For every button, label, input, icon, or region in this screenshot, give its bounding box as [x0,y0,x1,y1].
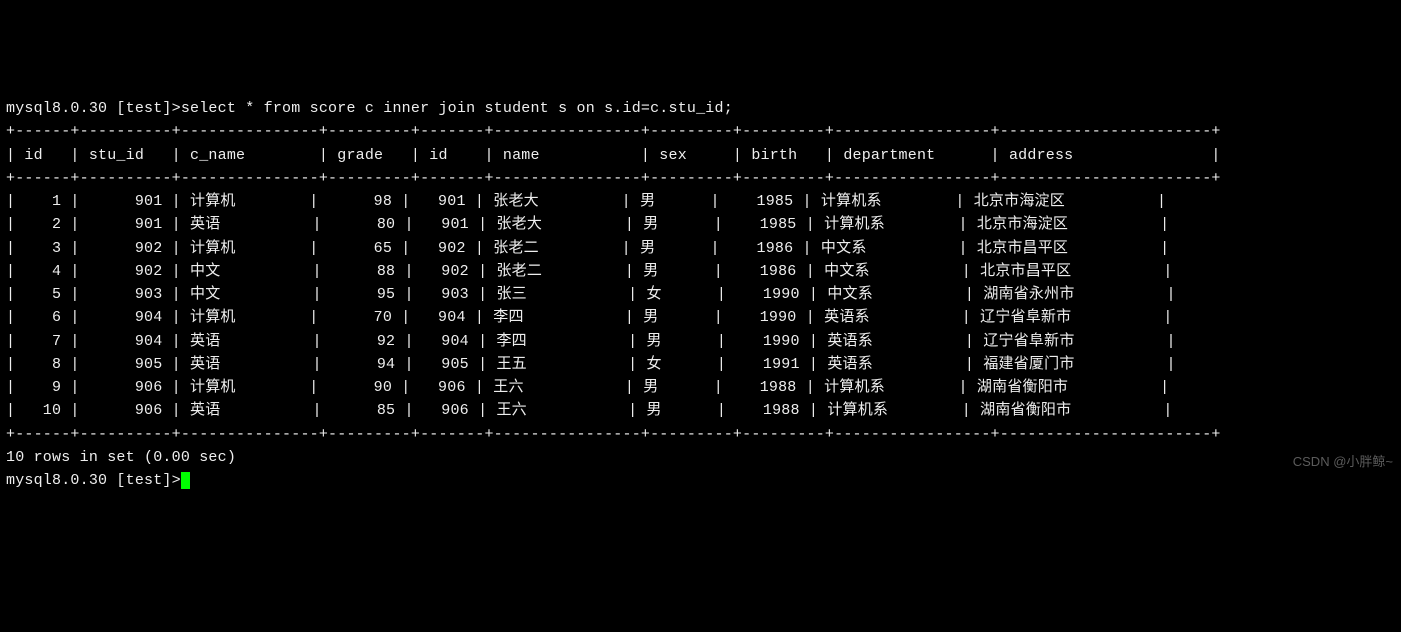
mysql-terminal: mysql8.0.30 [test]>select * from score c… [6,97,1395,492]
table-separator: +------+----------+---------------+-----… [6,120,1395,143]
table-row: | 4 | 902 | 中文 | 88 | 902 | 张老二 | 男 | 19… [6,260,1395,283]
table-row: | 3 | 902 | 计算机 | 65 | 902 | 张老二 | 男 | 1… [6,237,1395,260]
table-separator: +------+----------+---------------+-----… [6,167,1395,190]
table-row: | 5 | 903 | 中文 | 95 | 903 | 张三 | 女 | 199… [6,283,1395,306]
table-row: | 9 | 906 | 计算机 | 90 | 906 | 王六 | 男 | 19… [6,376,1395,399]
table-row: | 2 | 901 | 英语 | 80 | 901 | 张老大 | 男 | 19… [6,213,1395,236]
table-row: | 1 | 901 | 计算机 | 98 | 901 | 张老大 | 男 | 1… [6,190,1395,213]
table-header: | id | stu_id | c_name | grade | id | na… [6,144,1395,167]
table-separator: +------+----------+---------------+-----… [6,423,1395,446]
cursor-icon [181,472,190,489]
prompt-line[interactable]: mysql8.0.30 [test]> [6,469,1395,492]
csdn-watermark: CSDN @小胖鲸~ [1293,452,1393,472]
table-row: | 6 | 904 | 计算机 | 70 | 904 | 李四 | 男 | 19… [6,306,1395,329]
row-count-line: 10 rows in set (0.00 sec) [6,446,1395,469]
query-line: mysql8.0.30 [test]>select * from score c… [6,97,1395,120]
table-row: | 8 | 905 | 英语 | 94 | 905 | 王五 | 女 | 199… [6,353,1395,376]
prompt-prefix: mysql8.0.30 [test]> [6,472,181,489]
table-row: | 10 | 906 | 英语 | 85 | 906 | 王六 | 男 | 19… [6,399,1395,422]
table-row: | 7 | 904 | 英语 | 92 | 904 | 李四 | 男 | 199… [6,330,1395,353]
